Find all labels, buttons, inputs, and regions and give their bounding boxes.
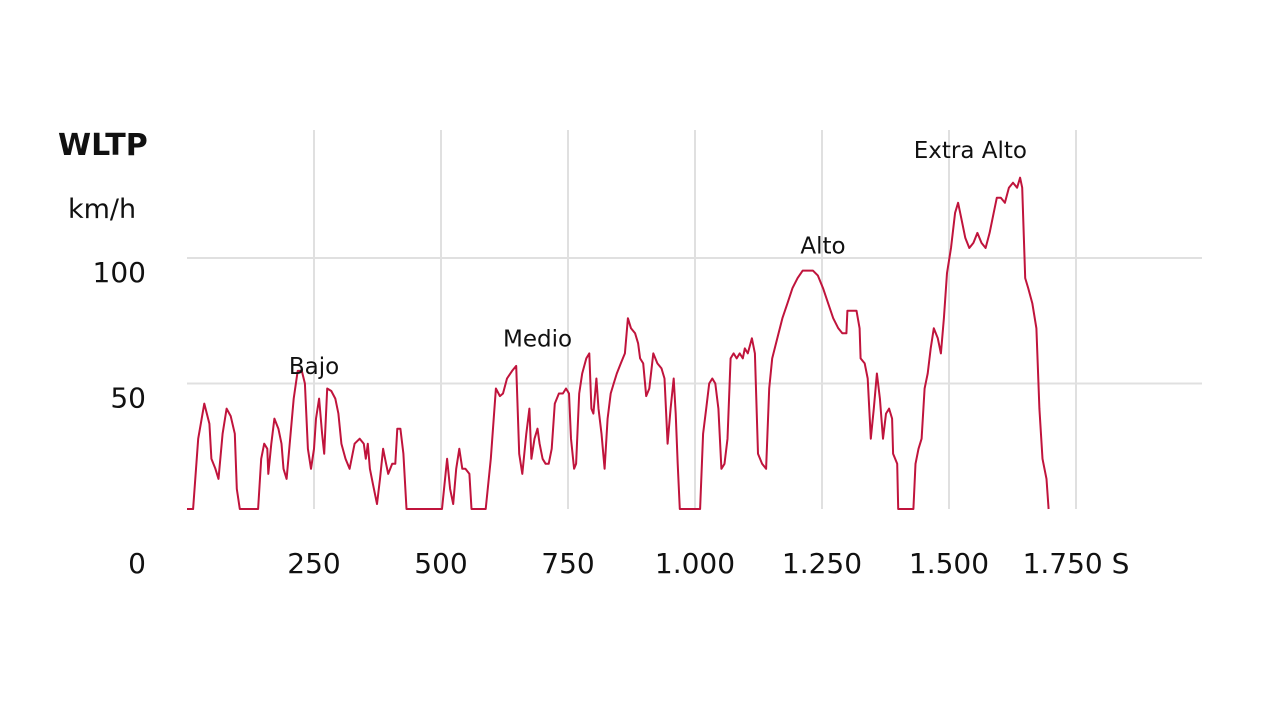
x-axis-ticks: 250 500 750 1.000 1.250 1.500 1.750 S — [287, 547, 1129, 580]
y-tick-label-50: 50 — [110, 382, 146, 415]
speed-line-series — [187, 176, 1050, 510]
x-tick-label-250: 250 — [287, 547, 340, 580]
y-axis-unit-label: km/h — [68, 194, 137, 225]
x-tick-label-1000: 1.000 — [655, 547, 735, 580]
x-tick-label-500: 500 — [414, 547, 467, 580]
x-tick-label-1750: 1.750 S — [1023, 547, 1130, 580]
phase-label-extra-alto: Extra Alto — [914, 138, 1027, 164]
x-tick-label-1500: 1.500 — [909, 547, 989, 580]
phase-label-medio: Medio — [503, 326, 572, 352]
chart-title: WLTP — [58, 128, 148, 163]
y-tick-label-0: 0 — [128, 547, 146, 580]
x-tick-label-750: 750 — [541, 547, 594, 580]
y-axis-ticks: 0 50 100 — [93, 256, 146, 580]
phase-label-bajo: Bajo — [289, 354, 339, 380]
grid-lines — [187, 130, 1202, 509]
speed-line-0 — [187, 176, 1050, 510]
x-tick-label-1250: 1.250 — [782, 547, 862, 580]
phase-labels: Bajo Medio Alto Extra Alto — [289, 138, 1027, 380]
y-tick-label-100: 100 — [93, 256, 146, 289]
phase-label-alto: Alto — [800, 233, 845, 259]
